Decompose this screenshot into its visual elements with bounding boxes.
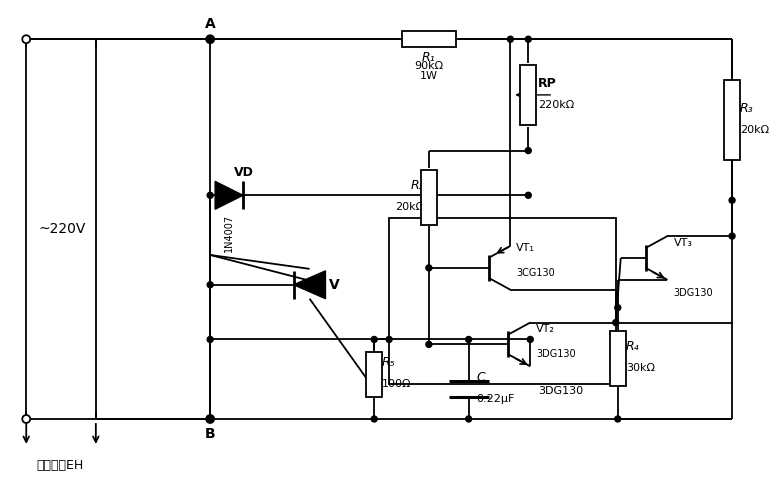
- Text: 0.22μF: 0.22μF: [476, 394, 515, 404]
- Text: 3CG130: 3CG130: [516, 268, 555, 278]
- Text: VT₁: VT₁: [516, 243, 535, 253]
- Circle shape: [426, 341, 432, 348]
- Circle shape: [207, 192, 213, 198]
- Text: R₃: R₃: [740, 102, 753, 115]
- Bar: [421, 170, 437, 224]
- Circle shape: [615, 416, 621, 422]
- Bar: [521, 65, 536, 125]
- Circle shape: [207, 36, 213, 42]
- Circle shape: [729, 233, 735, 239]
- Circle shape: [207, 282, 213, 288]
- Circle shape: [386, 336, 392, 342]
- Circle shape: [23, 415, 30, 423]
- Circle shape: [508, 36, 514, 42]
- Circle shape: [613, 320, 618, 326]
- Text: VT₂: VT₂: [536, 325, 555, 334]
- Text: 3DG130: 3DG130: [536, 350, 576, 359]
- Text: 100Ω: 100Ω: [382, 379, 411, 389]
- Circle shape: [23, 35, 30, 43]
- Text: VT₃: VT₃: [674, 238, 692, 248]
- Circle shape: [525, 148, 532, 154]
- Text: R₁: R₁: [422, 51, 435, 64]
- Text: 3DG130: 3DG130: [539, 386, 584, 396]
- Circle shape: [466, 336, 472, 342]
- Circle shape: [371, 416, 377, 422]
- Text: 220kΩ: 220kΩ: [539, 100, 574, 110]
- Bar: [389, 218, 616, 384]
- Circle shape: [371, 336, 377, 342]
- Text: 1N4007: 1N4007: [224, 214, 234, 252]
- Text: 3DG130: 3DG130: [674, 288, 713, 298]
- Circle shape: [206, 415, 214, 423]
- Text: R₅: R₅: [382, 356, 396, 369]
- Bar: [610, 331, 625, 385]
- Text: RP: RP: [539, 77, 557, 90]
- Text: 20kΩ: 20kΩ: [395, 202, 424, 212]
- Text: C: C: [476, 371, 485, 384]
- Text: 30kΩ: 30kΩ: [625, 363, 655, 373]
- Circle shape: [729, 197, 735, 203]
- Text: R₂: R₂: [411, 179, 424, 192]
- Polygon shape: [293, 271, 325, 299]
- Text: 至电热器EH: 至电热器EH: [36, 459, 84, 472]
- Text: VD: VD: [234, 166, 254, 179]
- Circle shape: [207, 416, 213, 422]
- Circle shape: [206, 35, 214, 43]
- Circle shape: [527, 336, 533, 342]
- Circle shape: [525, 192, 532, 198]
- Text: B: B: [205, 427, 216, 441]
- Circle shape: [525, 36, 532, 42]
- Text: ~220V: ~220V: [38, 222, 85, 236]
- Text: 90kΩ: 90kΩ: [414, 61, 443, 71]
- Circle shape: [615, 304, 621, 311]
- Circle shape: [466, 416, 472, 422]
- Text: V: V: [328, 278, 339, 292]
- Text: 1W: 1W: [420, 71, 438, 81]
- Bar: [724, 80, 740, 160]
- Text: A: A: [205, 17, 216, 31]
- Circle shape: [207, 336, 213, 342]
- Circle shape: [207, 36, 213, 42]
- Circle shape: [426, 265, 432, 271]
- Text: R₄: R₄: [625, 340, 639, 354]
- Polygon shape: [215, 181, 243, 209]
- Bar: [366, 352, 382, 397]
- Text: 20kΩ: 20kΩ: [740, 125, 769, 135]
- Bar: [401, 31, 456, 47]
